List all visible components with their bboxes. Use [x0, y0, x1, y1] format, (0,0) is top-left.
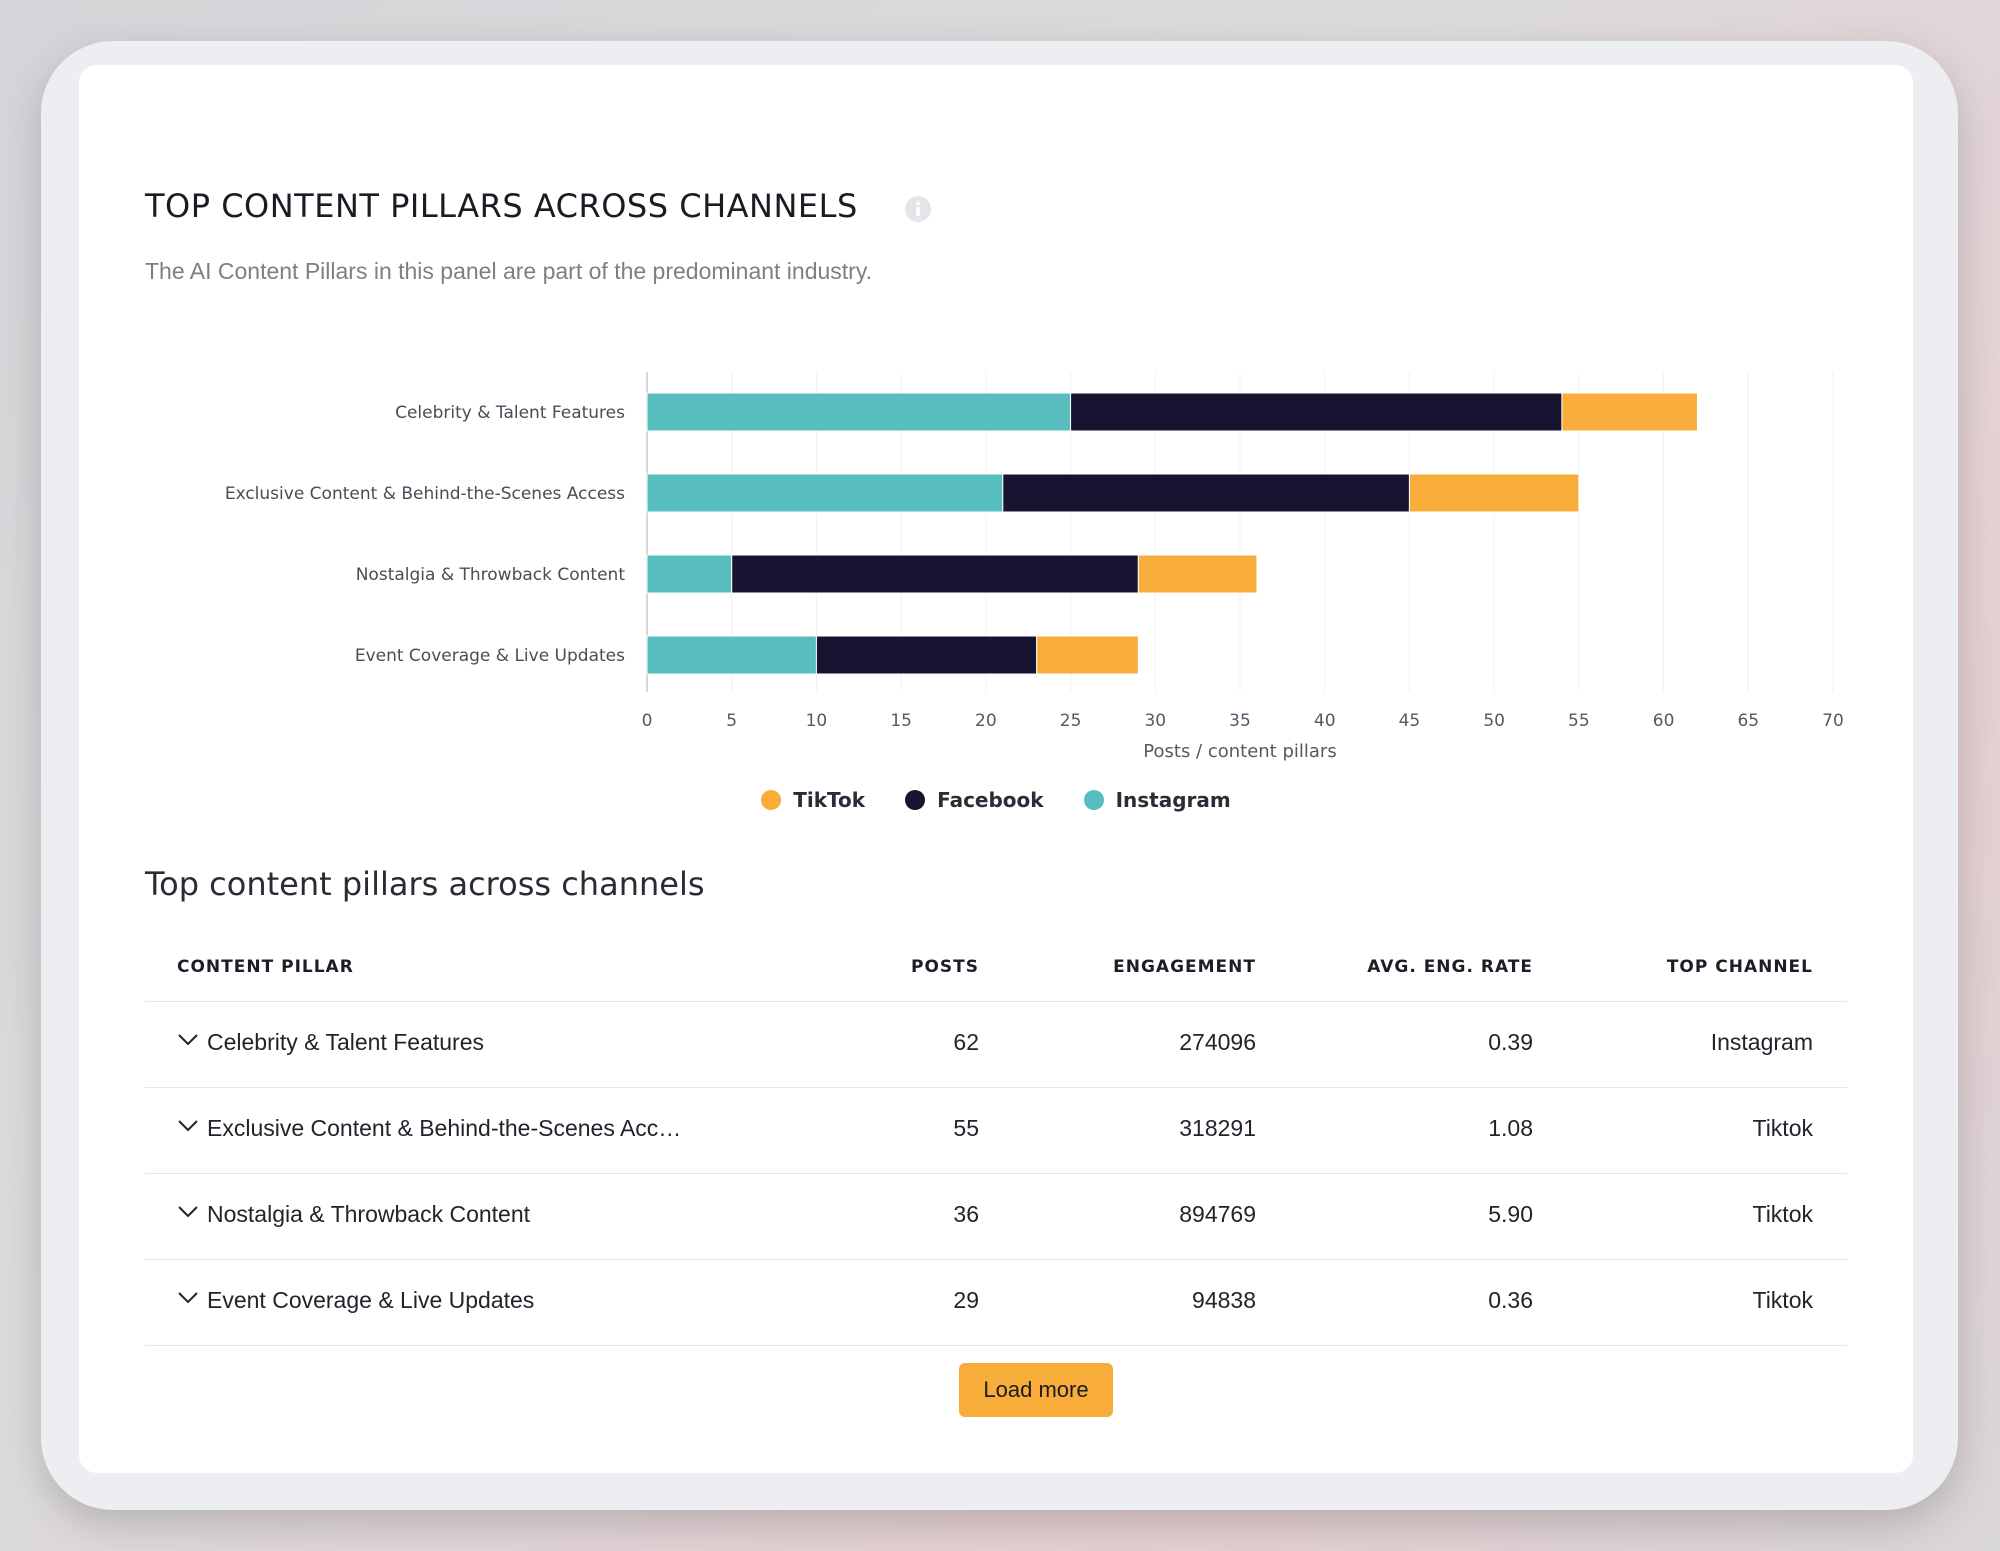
- window-frame: TOP CONTENT PILLARS ACROSS CHANNELS The …: [41, 41, 1958, 1510]
- cell-avg-eng-rate: 5.90: [1488, 1201, 1533, 1227]
- x-tick-label: 55: [1568, 711, 1590, 731]
- cell-engagement: 274096: [1179, 1029, 1256, 1055]
- y-category-label: Nostalgia & Throwback Content: [356, 565, 626, 585]
- bar-segment-facebook: [1070, 392, 1563, 432]
- cell-pillar: Event Coverage & Live Updates: [207, 1287, 535, 1313]
- table-row[interactable]: Celebrity & Talent Features 62 274096 0.…: [145, 1002, 1847, 1088]
- cell-pillar: Nostalgia & Throwback Content: [207, 1201, 531, 1227]
- column-header-posts[interactable]: POSTS: [911, 957, 979, 977]
- info-icon[interactable]: [904, 195, 932, 228]
- x-tick-label: 50: [1483, 711, 1505, 731]
- content-panel: TOP CONTENT PILLARS ACROSS CHANNELS The …: [79, 65, 1913, 1473]
- x-tick-label: 40: [1314, 711, 1336, 731]
- bar-segment-tiktok: [1036, 635, 1139, 675]
- bar-segment-facebook: [1002, 473, 1410, 513]
- legend-item-tiktok[interactable]: TikTok: [761, 788, 865, 812]
- column-header-top-channel[interactable]: TOP CHANNEL: [1666, 957, 1813, 977]
- cell-engagement: 318291: [1179, 1115, 1256, 1141]
- legend-label-tiktok: TikTok: [793, 788, 866, 812]
- load-more-button[interactable]: Load more: [959, 1363, 1113, 1417]
- cell-top-channel: Tiktok: [1752, 1115, 1814, 1141]
- legend-swatch-tiktok: [761, 790, 782, 810]
- chevron-down-icon[interactable]: [177, 1033, 199, 1052]
- bar-segment-instagram: [646, 473, 1004, 513]
- cell-posts: 55: [953, 1115, 979, 1141]
- legend-swatch-instagram: [1083, 790, 1104, 810]
- cell-avg-eng-rate: 1.08: [1488, 1115, 1533, 1141]
- bar-segment-tiktok: [1137, 554, 1258, 594]
- x-tick-label: 30: [1144, 711, 1166, 731]
- cell-top-channel: Tiktok: [1752, 1287, 1814, 1313]
- column-header-avg-eng-rate[interactable]: AVG. ENG. RATE: [1367, 957, 1533, 977]
- x-tick-label: 45: [1399, 711, 1421, 731]
- x-axis-label: Posts / content pillars: [1143, 741, 1336, 762]
- chevron-down-icon[interactable]: [177, 1119, 199, 1138]
- legend-swatch-facebook: [905, 790, 926, 810]
- x-tick-label: 25: [1060, 711, 1082, 731]
- bar-segment-instagram: [646, 554, 733, 594]
- panel-title: TOP CONTENT PILLARS ACROSS CHANNELS: [145, 187, 858, 225]
- y-category-label: Event Coverage & Live Updates: [355, 646, 625, 666]
- cell-engagement: 894769: [1179, 1201, 1256, 1227]
- bar-segment-facebook: [731, 554, 1139, 594]
- bar-segment-tiktok: [1561, 392, 1698, 432]
- legend-label-instagram: Instagram: [1115, 788, 1231, 812]
- legend-label-facebook: Facebook: [937, 788, 1044, 812]
- cell-top-channel: Instagram: [1710, 1029, 1813, 1055]
- table-row[interactable]: Nostalgia & Throwback Content 36 894769 …: [145, 1174, 1847, 1260]
- table-row[interactable]: Event Coverage & Live Updates 29 94838 0…: [145, 1260, 1847, 1346]
- x-tick-label: 10: [806, 711, 828, 731]
- cell-avg-eng-rate: 0.36: [1488, 1287, 1533, 1313]
- panel-subtitle: The AI Content Pillars in this panel are…: [145, 258, 873, 284]
- x-tick-label: 60: [1653, 711, 1675, 731]
- cell-top-channel: Tiktok: [1752, 1201, 1814, 1227]
- y-category-label: Exclusive Content & Behind-the-Scenes Ac…: [225, 484, 625, 504]
- legend-item-facebook[interactable]: Facebook: [905, 788, 1044, 812]
- cell-posts: 29: [953, 1287, 979, 1313]
- x-tick-label: 35: [1229, 711, 1251, 731]
- x-tick-label: 65: [1737, 711, 1759, 731]
- bar-segment-facebook: [815, 635, 1038, 675]
- column-header-pillar[interactable]: CONTENT PILLAR: [177, 957, 354, 977]
- cell-pillar: Celebrity & Talent Features: [207, 1029, 484, 1055]
- cell-posts: 36: [953, 1201, 979, 1227]
- bar-segment-instagram: [646, 635, 817, 675]
- stacked-bar-chart: 0 5 10 15 20 25 30 35 40 45 50 55 60 65 70 Celebrity & …: [225, 372, 1844, 762]
- x-tick-label: 20: [975, 711, 997, 731]
- chart-legend: TikTok Facebook Instagram: [79, 785, 1913, 815]
- x-tick-label: 70: [1822, 711, 1844, 731]
- legend-item-instagram[interactable]: Instagram: [1083, 788, 1231, 812]
- table-header: CONTENT PILLAR POSTS ENGAGEMENT AVG. ENG…: [145, 935, 1847, 1002]
- column-header-engagement[interactable]: ENGAGEMENT: [1113, 957, 1256, 977]
- bar-segment-instagram: [646, 392, 1072, 432]
- cell-avg-eng-rate: 0.39: [1488, 1029, 1533, 1055]
- cell-engagement: 94838: [1192, 1287, 1256, 1313]
- x-tick-label: 5: [726, 711, 737, 731]
- table-title: Top content pillars across channels: [145, 865, 705, 903]
- chevron-down-icon[interactable]: [177, 1291, 199, 1310]
- bar-segment-tiktok: [1408, 473, 1580, 513]
- chevron-down-icon[interactable]: [177, 1205, 199, 1224]
- cell-posts: 62: [953, 1029, 979, 1055]
- x-tick-label: 15: [890, 711, 912, 731]
- table-row[interactable]: Exclusive Content & Behind-the-Scenes Ac…: [145, 1088, 1847, 1174]
- cell-pillar: Exclusive Content & Behind-the-Scenes Ac…: [207, 1115, 682, 1141]
- y-category-label: Celebrity & Talent Features: [395, 403, 625, 423]
- x-tick-label: 0: [642, 711, 653, 731]
